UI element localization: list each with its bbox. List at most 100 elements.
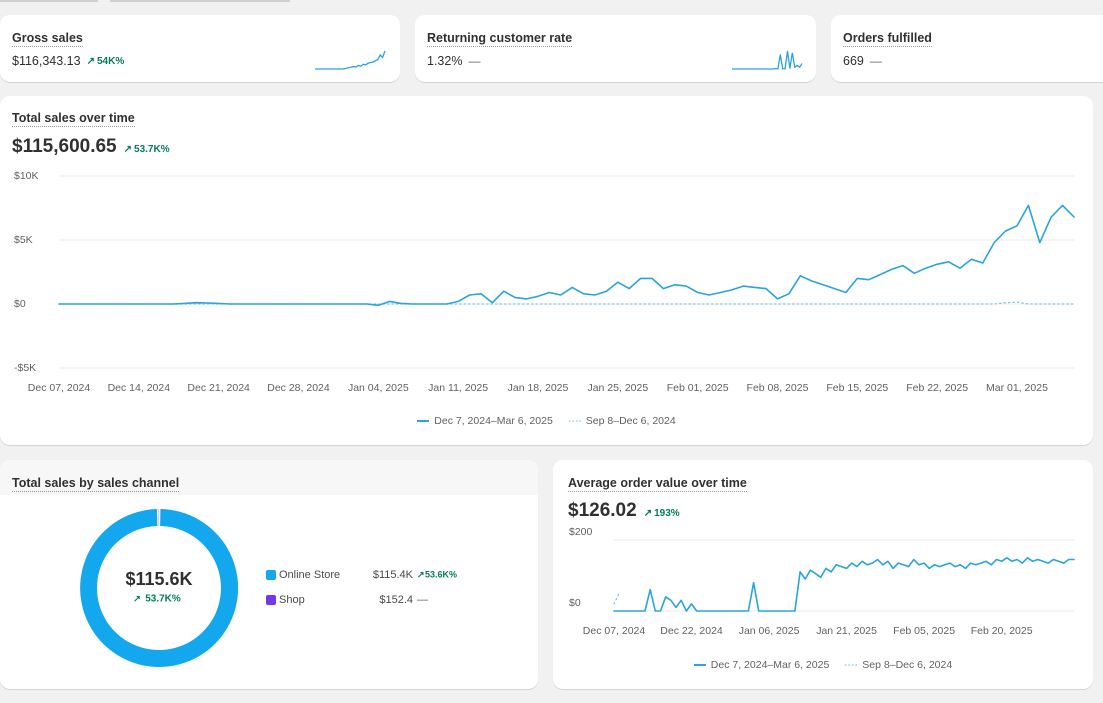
metric-value: $116,343.13 [12,54,81,68]
total: $115,600.65 ↗ 53.7K% [12,136,170,158]
change-value: — [869,54,882,68]
y-tick-label: $200 [569,526,593,538]
chart-card: $10K $5K $0 -$5K Dec 07, 2024 Dec 14, 2024 Dec… [0,96,1093,445]
series-line [58,301,1075,305]
legend: Dec 7, 2024–Mar 6, 2025 Sep 8–Dec 6, 2024 [0,415,1093,427]
total-value: $126.02 [568,500,637,521]
x-tick-label: Feb 01, 2025 [667,382,729,394]
chart: Online Store $115.4K ↗ 53.6K%Shop $152.4 —$11… [80,508,457,667]
change-value: 54K% [96,55,125,67]
legend-change: — [417,594,428,606]
change-value: — [468,54,481,68]
x-tick-label: Jan 04, 2025 [348,382,409,394]
legend-label: Sep 8–Dec 6, 2024 [862,659,953,671]
metric-change: — [870,54,882,68]
chart-title[interactable]: Average order value over time [568,476,747,492]
metric-title: Orders fulfilled [843,31,932,47]
legend-label: Shop [279,594,305,606]
legend-swatch [266,570,276,580]
legend-label: Dec 7, 2024–Mar 6, 2025 [434,415,553,427]
metric-value: 1.32% [427,54,463,68]
metric-card[interactable]: Gross sales $116,343.13 ↗ 54K% [0,15,400,82]
metric-change: ↗ 54K% [87,56,125,67]
legend-label: Dec 7, 2024–Mar 6, 2025 [710,659,830,671]
chart-title[interactable]: Total sales by sales channel [12,476,180,492]
x-tick-label: Jan 21, 2025 [816,625,877,637]
legend-label: Sep 8–Dec 6, 2024 [585,415,676,427]
series-line [613,592,620,605]
series-line [613,557,1075,612]
metric-title: Gross sales [12,31,83,47]
change: ↗ 193% [644,508,680,519]
chart: $10K $5K $0 -$5K Dec 07, 2024 Dec 14, 2024 Dec… [14,170,1075,394]
sparkline-line [732,50,803,70]
y-tick-label: -$5K [14,362,36,374]
x-tick-label: Dec 14, 2024 [108,382,171,394]
y-tick-label: $0 [569,597,581,609]
series-line [58,204,1075,307]
y-tick-label: $0 [14,298,26,310]
metric-card[interactable]: Returning customer rate 1.32% — [415,15,816,82]
chart-card: Online Store $115.4K ↗ 53.6K% Shop $152.4— $11… [0,460,538,689]
donut-center-value: $115.6K [125,569,192,589]
change-value: 193% [654,508,680,519]
x-tick-label: Feb 22, 2025 [906,382,968,394]
card-header [0,460,538,495]
x-tick-label: Mar 01, 2025 [986,382,1048,394]
x-tick-label: Feb 20, 2025 [971,625,1033,637]
chart-title[interactable]: Total sales over time [12,111,135,127]
x-tick-label: Dec 07, 2024 [583,625,646,637]
legend-label: Online Store [279,569,340,581]
x-tick-label: Jan 11, 2025 [428,382,488,394]
legend: Dec 7, 2024–Mar 6, 2025 Sep 8–Dec 6, 2024 [553,659,1093,671]
chart-card: $200 $0 Dec 07, 2024 Dec 22, 2024 Jan 06, 20… [553,460,1093,689]
x-tick-label: Feb 15, 2025 [826,382,888,394]
metric-change: — [468,54,480,68]
y-tick-label: $5K [14,234,33,246]
total: $126.02 ↗ 193% [568,500,680,522]
total-value: $115,600.65 [12,136,117,157]
legend-value: $152.4 [379,594,413,606]
x-tick-label: Dec 22, 2024 [660,625,723,637]
metric-row: $116,343.13 ↗ 54K% [12,54,124,68]
x-tick-label: Dec 07, 2024 [28,382,91,394]
trend-icon: ↗ [133,593,141,603]
sparkline-line [315,50,386,70]
trend-icon: ↗ [86,55,95,67]
metric-row: 669 — [843,54,882,68]
trend-icon: ↗ [123,144,133,155]
metric-row: 1.32% — [427,54,480,68]
x-tick-label: Dec 28, 2024 [267,382,330,394]
x-tick-label: Feb 08, 2025 [747,382,809,394]
donut-center-change: 53.7K% [145,594,181,605]
legend-change: 53.6K% [425,569,457,579]
x-tick-label: Jan 25, 2025 [587,382,648,394]
x-tick-label: Jan 06, 2025 [739,625,800,637]
trend-icon: ↗ [643,508,653,519]
legend-value: $115.4K [373,569,414,581]
legend-swatch [845,664,858,666]
legend-swatch [266,595,276,605]
tab-strip [0,0,98,2]
legend-swatch [693,664,706,666]
legend-swatch [417,420,430,422]
x-tick-label: Feb 05, 2025 [893,625,955,637]
x-tick-label: Jan 18, 2025 [508,382,569,394]
chart: $200 $0 Dec 07, 2024 Dec 22, 2024 Jan 06, 20… [569,526,1075,637]
metric-value: 669 [843,54,864,68]
metric-card[interactable]: Orders fulfilled 669 — [831,15,1103,82]
y-tick-label: $10K [14,170,39,182]
tab-strip [110,0,290,2]
change: ↗ 53.7K% [124,144,170,155]
x-tick-label: Dec 21, 2024 [187,382,250,394]
legend-item: Sep 8–Dec 6, 2024 [845,659,952,671]
legend-item: Dec 7, 2024–Mar 6, 2025 [417,415,553,427]
legend-swatch [568,420,581,422]
sparkline [315,50,386,70]
legend-item: Dec 7, 2024–Mar 6, 2025 [693,659,830,671]
sparkline [732,50,803,70]
legend-item: Sep 8–Dec 6, 2024 [568,415,676,427]
trend-icon: ↗ [417,569,425,579]
change-value: 53.7K% [134,144,170,155]
